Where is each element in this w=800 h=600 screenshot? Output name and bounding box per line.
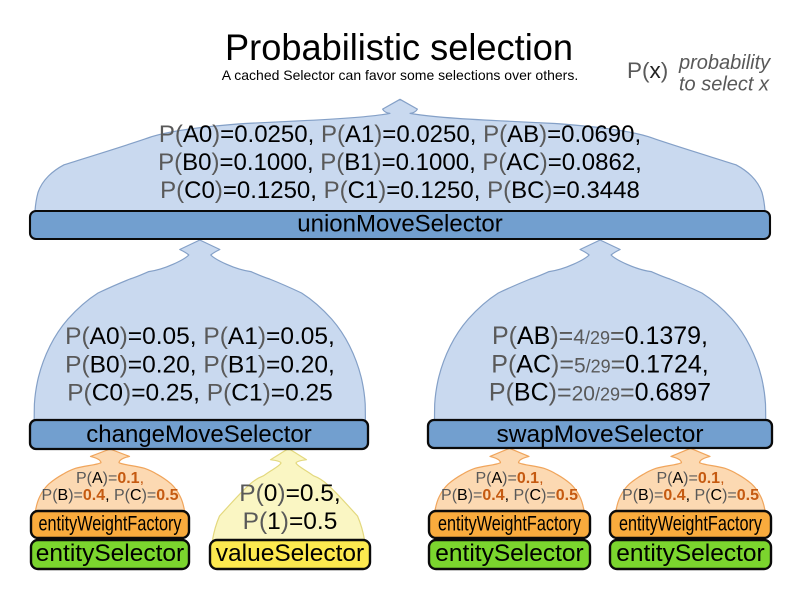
svg-text:P(0)=0.5,: P(0)=0.5, [239, 480, 341, 507]
svg-text:P(A0)=0.05, P(A1)=0.05,: P(A0)=0.05, P(A1)=0.05, [65, 323, 335, 350]
svg-text:unionMoveSelector: unionMoveSelector [297, 211, 502, 238]
svg-text:probability: probability [678, 52, 771, 74]
svg-text:entityWeightFactory: entityWeightFactory [39, 512, 182, 535]
svg-text:P(A0)=0.0250, P(A1)=0.0250, P(: P(A0)=0.0250, P(A1)=0.0250, P(AB)=0.0690… [159, 121, 641, 148]
svg-text:P(A)=0.1,: P(A)=0.1, [76, 470, 144, 487]
svg-text:P(B)=0.4, P(C)=0.5: P(B)=0.4, P(C)=0.5 [622, 487, 759, 504]
svg-text:entitySelector: entitySelector [616, 540, 764, 567]
svg-text:Probabilistic selection: Probabilistic selection [225, 26, 573, 68]
svg-text:P(B0)=0.20, P(B1)=0.20,: P(B0)=0.20, P(B1)=0.20, [65, 352, 335, 379]
svg-text:P(x): P(x) [627, 58, 668, 83]
svg-text:entityWeightFactory: entityWeightFactory [438, 512, 581, 535]
svg-text:entitySelector: entitySelector [435, 540, 583, 567]
svg-text:P(A)=0.1,: P(A)=0.1, [475, 470, 543, 487]
svg-text:to select x: to select x [679, 74, 770, 96]
svg-text:swapMoveSelector: swapMoveSelector [497, 421, 704, 448]
svg-text:P(AB)=4/29=0.1379,: P(AB)=4/29=0.1379, [492, 322, 708, 350]
svg-text:entityWeightFactory: entityWeightFactory [619, 512, 762, 535]
svg-text:valueSelector: valueSelector [216, 540, 364, 567]
svg-text:P(B)=0.4, P(C)=0.5: P(B)=0.4, P(C)=0.5 [42, 487, 179, 504]
svg-text:changeMoveSelector: changeMoveSelector [86, 421, 311, 448]
svg-text:P(C0)=0.1250, P(C1)=0.1250, P(: P(C0)=0.1250, P(C1)=0.1250, P(BC)=0.3448 [160, 177, 640, 204]
svg-text:P(A)=0.1,: P(A)=0.1, [656, 470, 724, 487]
svg-text:A cached Selector can favor so: A cached Selector can favor some selecti… [222, 67, 578, 83]
svg-text:P(B0)=0.1000, P(B1)=0.1000, P(: P(B0)=0.1000, P(B1)=0.1000, P(AC)=0.0862… [158, 149, 642, 176]
svg-text:P(1)=0.5: P(1)=0.5 [243, 508, 338, 535]
svg-text:P(C0)=0.25, P(C1)=0.25: P(C0)=0.25, P(C1)=0.25 [67, 380, 333, 407]
svg-text:P(B)=0.4, P(C)=0.5: P(B)=0.4, P(C)=0.5 [441, 487, 578, 504]
svg-text:entitySelector: entitySelector [36, 540, 184, 567]
